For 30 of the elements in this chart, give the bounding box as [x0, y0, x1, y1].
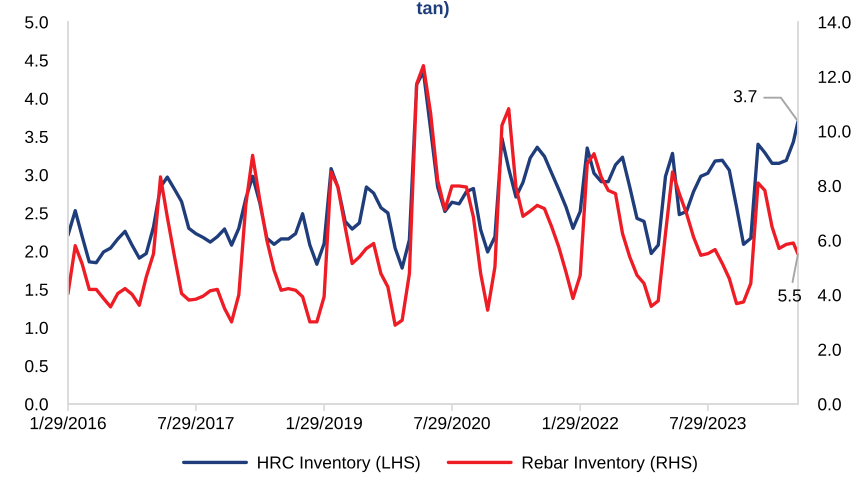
x-tick-label: 1/29/2016 — [30, 416, 106, 430]
data-label: 5.5 — [778, 290, 802, 302]
y2-tick-label: 8.0 — [818, 180, 841, 192]
x-tick-label: 7/29/2023 — [670, 416, 746, 430]
y2-tick-label: 6.0 — [818, 234, 841, 247]
y-tick-label: 1.5 — [26, 284, 48, 296]
y-tick-label: 0.5 — [25, 360, 48, 372]
y-tick-label: 4.5 — [24, 54, 48, 67]
legend-label: Rebar Inventory (RHS) — [522, 456, 697, 472]
legend-label: HRC Inventory (LHS) — [258, 456, 420, 472]
y-tick-label: 0.0 — [25, 398, 48, 410]
y-tick-label: 2.0 — [25, 245, 48, 258]
y2-tick-label: 12.0 — [818, 70, 851, 84]
chart-title: tan) — [416, 1, 449, 18]
x-tick-label: 1/29/2019 — [286, 416, 362, 430]
y-tick-label: 5.0 — [25, 16, 48, 28]
y2-tick-label: 10.0 — [818, 125, 851, 138]
y-tick-label: 3.0 — [25, 168, 48, 182]
y2-tick-label: 14.0 — [818, 16, 851, 28]
y-tick-label: 1.0 — [26, 322, 48, 334]
y2-tick-label: 0.0 — [818, 398, 841, 410]
y-tick-label: 4.0 — [24, 92, 48, 105]
y-tick-label: 2.5 — [25, 207, 48, 220]
x-tick-label: 7/29/2017 — [158, 416, 234, 430]
y-tick-label: 3.5 — [25, 130, 48, 144]
x-tick-label: 7/29/2020 — [414, 416, 490, 430]
y2-tick-label: 4.0 — [818, 289, 841, 302]
y2-tick-label: 2.0 — [818, 344, 841, 356]
x-tick-label: 1/29/2022 — [542, 416, 618, 430]
data-label: 3.7 — [734, 90, 756, 102]
